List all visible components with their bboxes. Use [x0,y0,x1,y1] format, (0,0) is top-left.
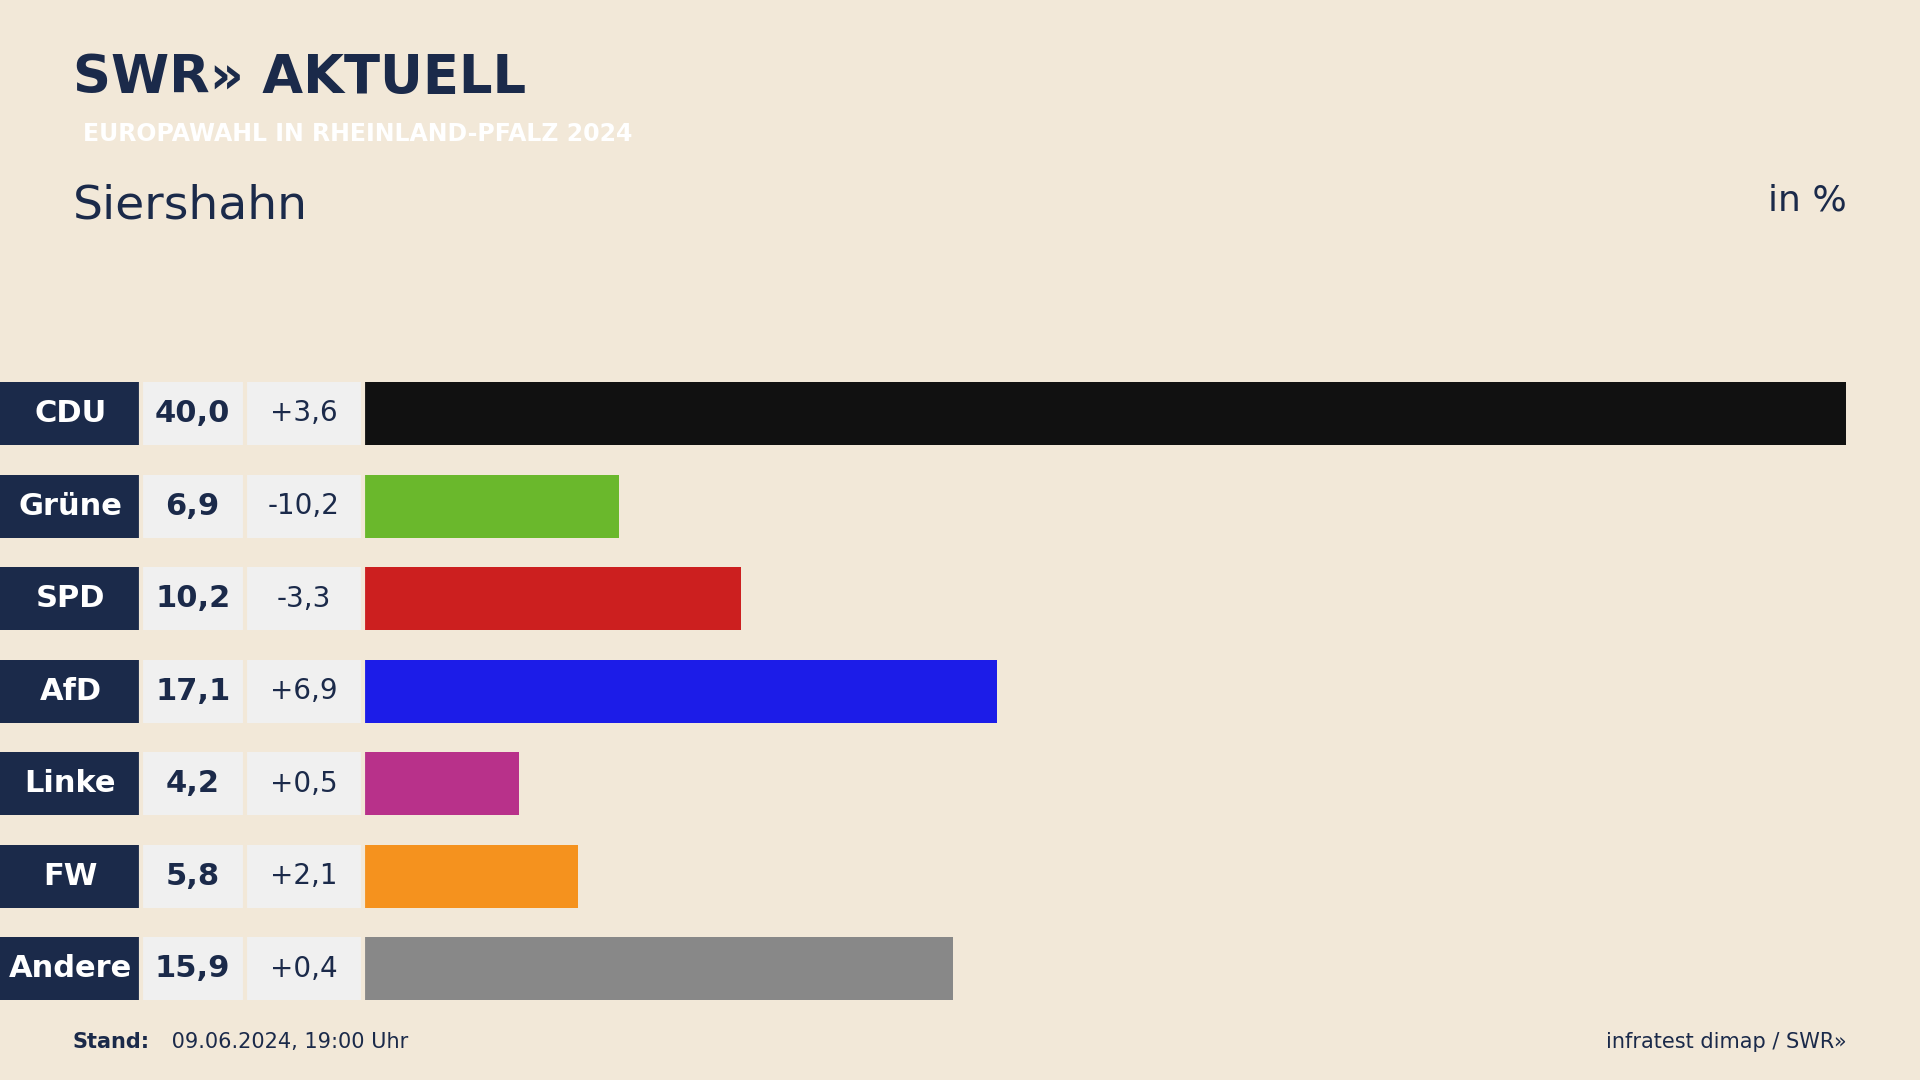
Bar [244,845,363,908]
Bar [244,474,363,538]
Bar [363,845,578,908]
Bar [140,937,244,1000]
Bar [244,567,363,630]
Text: Andere: Andere [10,955,132,984]
Text: -10,2: -10,2 [269,492,340,521]
Bar [244,660,363,723]
Text: 40,0: 40,0 [156,399,230,428]
Bar [140,382,244,445]
Text: EUROPAWAHL IN RHEINLAND-PFALZ 2024: EUROPAWAHL IN RHEINLAND-PFALZ 2024 [83,122,632,146]
Bar [0,567,140,630]
Bar [140,845,244,908]
Bar [244,753,363,815]
Text: +0,5: +0,5 [271,770,338,798]
Text: FW: FW [44,862,98,891]
Text: 6,9: 6,9 [165,491,221,521]
Text: +2,1: +2,1 [271,862,338,890]
Bar [244,937,363,1000]
Text: Siershahn: Siershahn [73,183,307,228]
Text: 17,1: 17,1 [156,677,230,705]
Text: in %: in % [1768,183,1847,217]
Text: 5,8: 5,8 [165,862,219,891]
Bar [0,474,140,538]
Text: 10,2: 10,2 [156,584,230,613]
Bar [363,474,618,538]
Bar [363,382,1845,445]
Bar [244,382,363,445]
Text: CDU: CDU [35,399,106,428]
Text: SWR» AKTUELL: SWR» AKTUELL [73,52,526,104]
Text: infratest dimap / SWR»: infratest dimap / SWR» [1607,1032,1847,1052]
Text: AfD: AfD [40,677,102,705]
Bar [0,382,140,445]
Bar [0,753,140,815]
Bar [0,937,140,1000]
Text: Grüne: Grüne [19,491,123,521]
Text: 4,2: 4,2 [165,769,219,798]
Bar [140,474,244,538]
Text: 15,9: 15,9 [156,955,230,984]
Bar [140,567,244,630]
Text: SPD: SPD [36,584,106,613]
Bar [363,660,996,723]
Bar [363,567,741,630]
Text: -3,3: -3,3 [276,584,330,612]
Bar [363,753,518,815]
Bar [0,845,140,908]
Text: Stand:: Stand: [73,1032,150,1052]
Bar [0,660,140,723]
Text: +3,6: +3,6 [271,400,338,428]
Bar [140,660,244,723]
Bar [363,937,952,1000]
Text: 09.06.2024, 19:00 Uhr: 09.06.2024, 19:00 Uhr [165,1032,409,1052]
Text: +0,4: +0,4 [271,955,338,983]
Text: +6,9: +6,9 [271,677,338,705]
Bar [140,753,244,815]
Text: Linke: Linke [25,769,117,798]
